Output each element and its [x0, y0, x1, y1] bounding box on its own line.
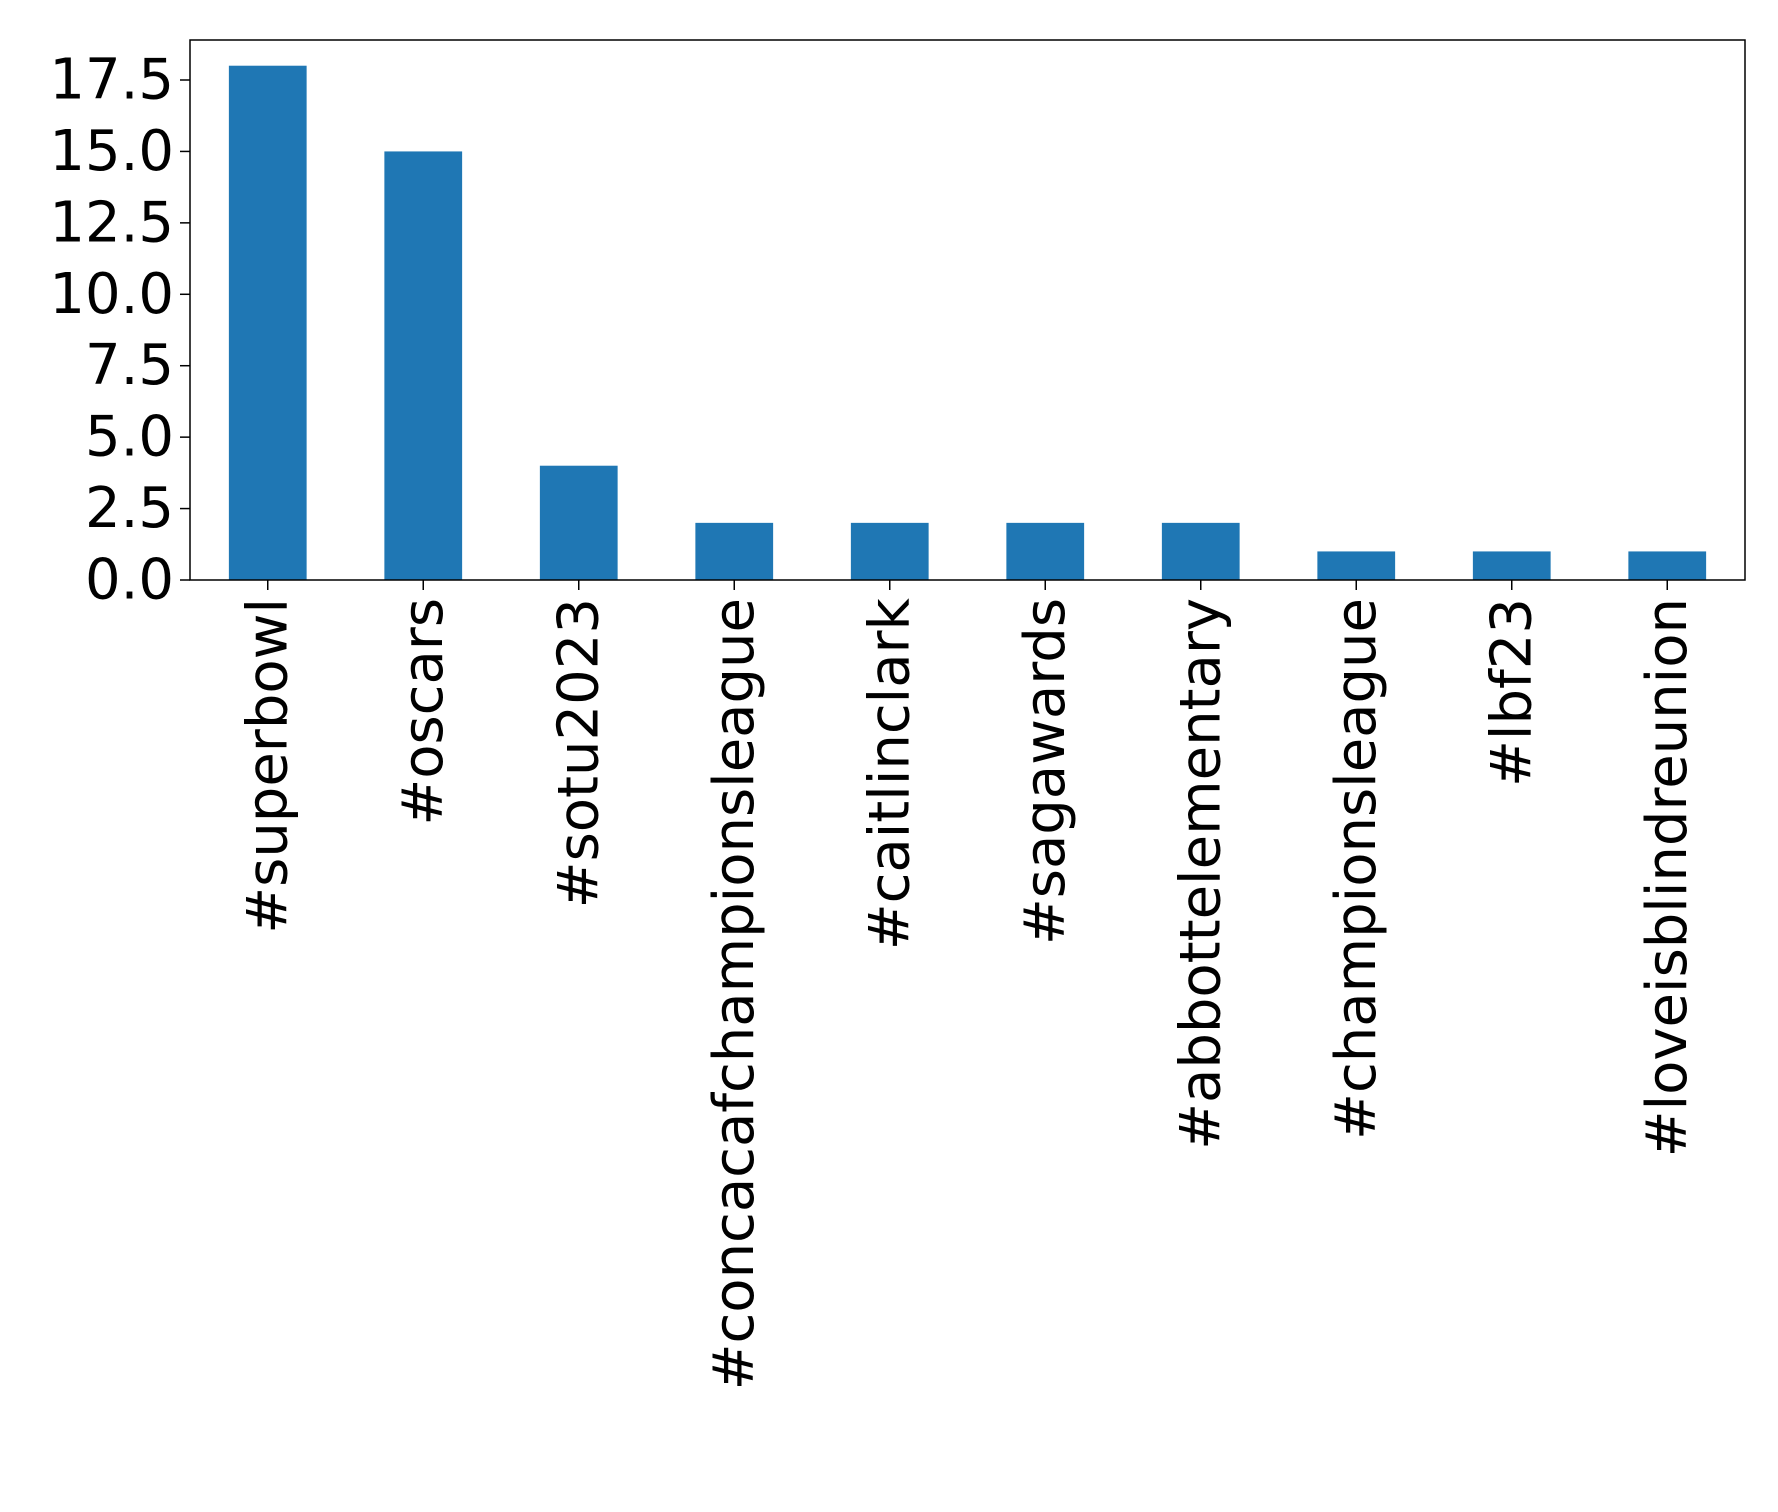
plot-frame [189, 39, 1746, 581]
bar-loveisblindreunion [1628, 551, 1707, 580]
y-tick-label: 5.0 [85, 405, 174, 470]
x-tick-label: #sagawards [1013, 598, 1078, 945]
x-tick-label: #sotu2023 [546, 598, 611, 908]
x-tick-label: #caitlinclark [857, 597, 922, 950]
bar-championsleague [1317, 551, 1396, 580]
y-tick-label: 0.0 [85, 548, 174, 613]
x-tick-label: #superbowl [235, 598, 300, 934]
bar-sagawards [1006, 522, 1085, 580]
bar-sotu2023 [539, 465, 618, 580]
bar-superbowl [228, 65, 307, 580]
x-tick-label: #concacafchampionsleague [702, 598, 767, 1390]
y-tick-label: 15.0 [49, 119, 174, 184]
y-tick-label: 17.5 [49, 48, 174, 113]
x-axis: #superbowl #oscars #sotu2023 #concacafchamp… [235, 580, 1700, 1390]
bar-abbottelementary [1161, 522, 1240, 580]
bar-oscars [384, 151, 463, 580]
bar-concacafchampionsleague [695, 522, 774, 580]
x-tick-label: #oscars [391, 598, 456, 826]
y-tick-label: 10.0 [49, 262, 174, 327]
x-tick-label: #abbottelementary [1168, 598, 1233, 1150]
y-tick-label: 2.5 [85, 476, 174, 541]
bars-group [228, 65, 1707, 580]
x-tick-label: #championsleague [1324, 598, 1389, 1140]
bar-lbf23 [1472, 551, 1551, 580]
x-tick-label: #lbf23 [1479, 598, 1544, 787]
bar-caitlinclark [850, 522, 929, 580]
y-tick-label: 7.5 [85, 333, 174, 398]
y-axis: 0.0 2.55.0 7.510.0 12.515.017.5 [49, 48, 190, 613]
x-tick-label: #loveisblindreunion [1635, 598, 1700, 1157]
y-tick-label: 12.5 [49, 190, 174, 255]
